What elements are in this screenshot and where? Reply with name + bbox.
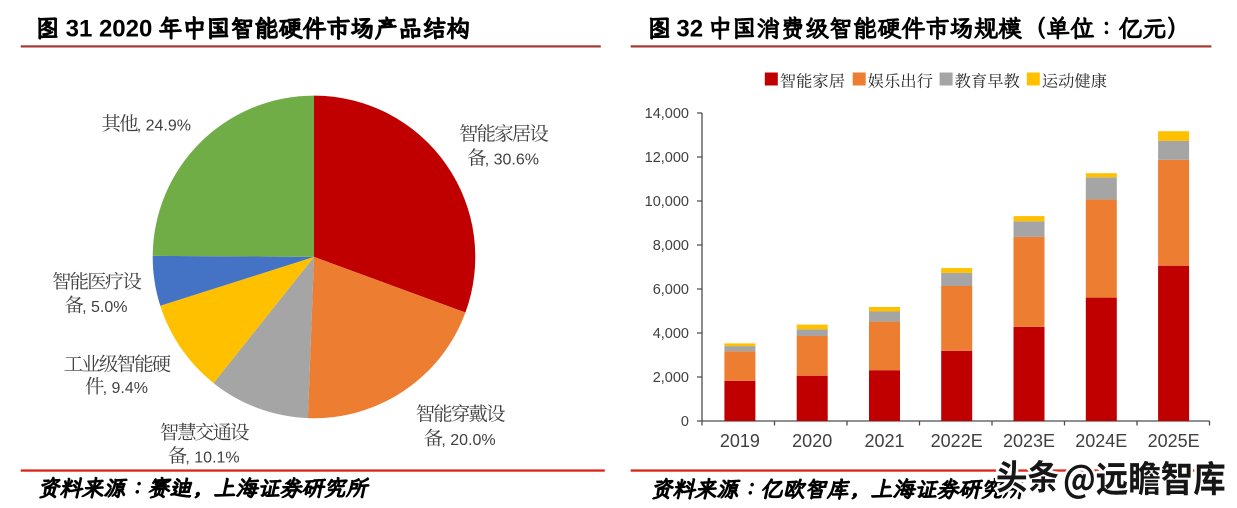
svg-text:, 30.6%: , 30.6% xyxy=(485,152,539,169)
svg-text:2023E: 2023E xyxy=(1003,431,1055,451)
svg-text:31 2020: 31 2020 xyxy=(66,16,153,43)
svg-text:10,000: 10,000 xyxy=(645,194,689,210)
svg-text:2021: 2021 xyxy=(864,431,904,451)
svg-text:2025E: 2025E xyxy=(1148,431,1200,451)
svg-text:, 9.4%: , 9.4% xyxy=(103,380,148,397)
svg-text:, 5.0%: , 5.0% xyxy=(82,299,127,316)
svg-text:14,000: 14,000 xyxy=(645,106,689,122)
svg-text:12,000: 12,000 xyxy=(645,150,689,166)
svg-text:, 24.9%: , 24.9% xyxy=(137,117,191,134)
svg-text:2020: 2020 xyxy=(792,431,832,451)
svg-text:32: 32 xyxy=(676,16,703,43)
svg-text:2019: 2019 xyxy=(720,431,760,451)
svg-text:8,000: 8,000 xyxy=(653,238,689,254)
svg-text:4,000: 4,000 xyxy=(653,326,689,342)
svg-text:2024E: 2024E xyxy=(1075,431,1127,451)
svg-text:2,000: 2,000 xyxy=(653,370,689,386)
svg-text:, 20.0%: , 20.0% xyxy=(441,432,495,449)
svg-text:, 10.1%: , 10.1% xyxy=(185,449,239,466)
svg-text:2022E: 2022E xyxy=(931,431,983,451)
svg-text:0: 0 xyxy=(681,414,689,430)
svg-text:6,000: 6,000 xyxy=(653,282,689,298)
